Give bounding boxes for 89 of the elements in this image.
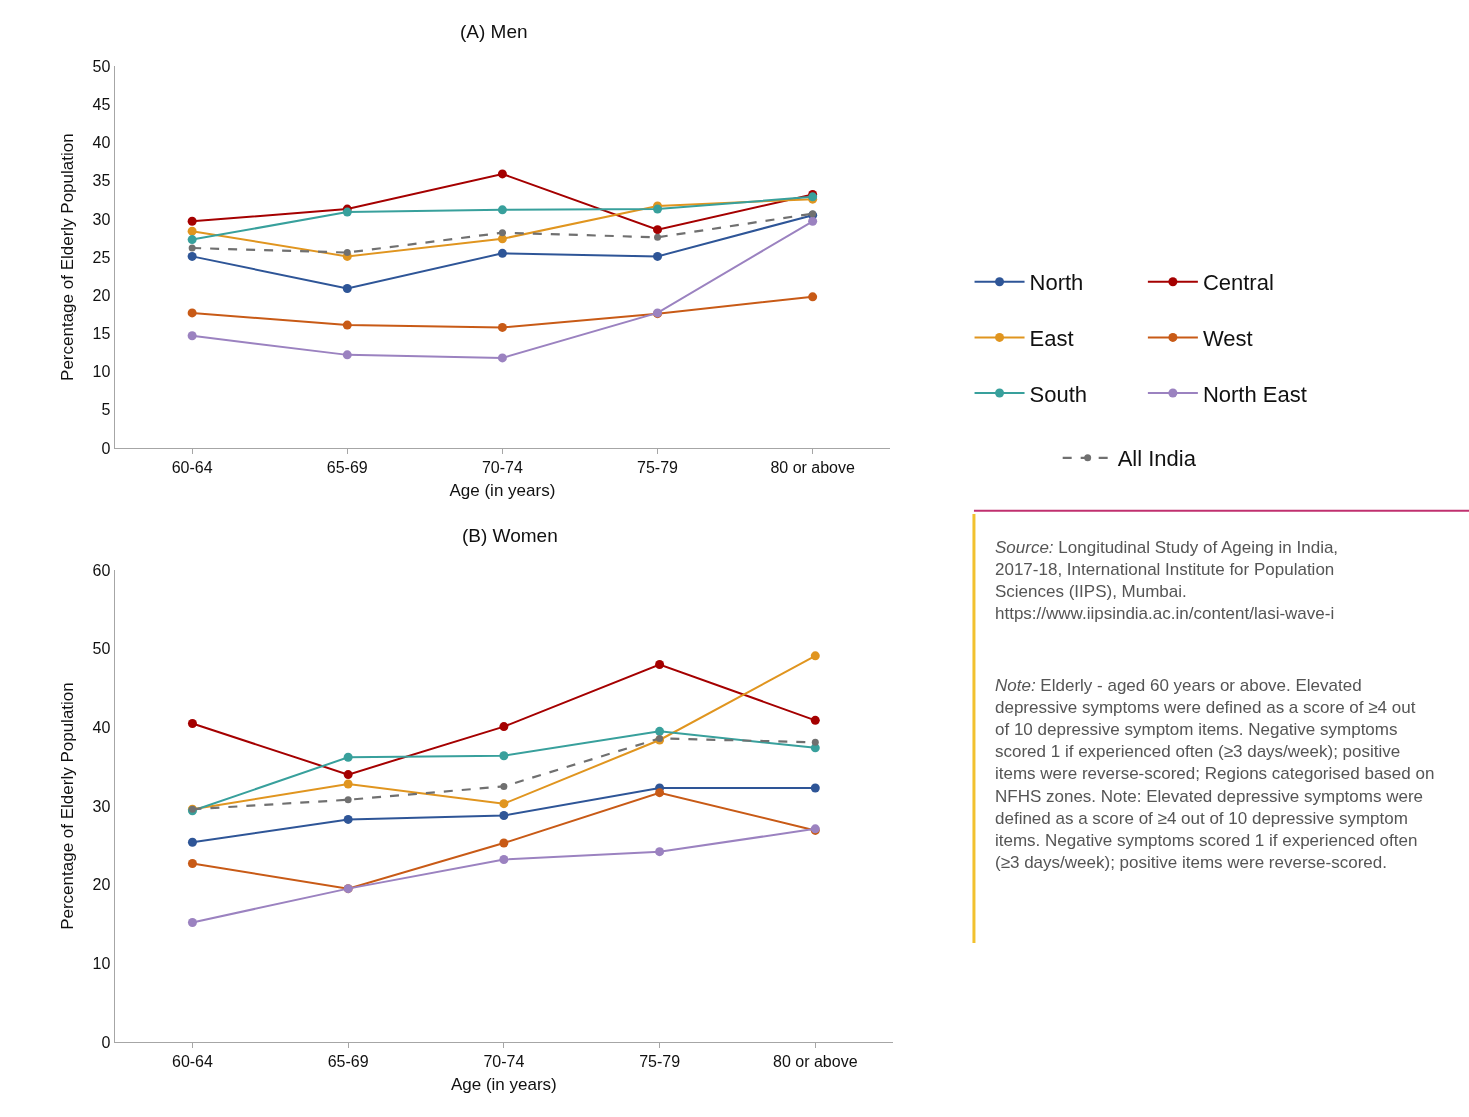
y-tick-label: 10 <box>92 954 111 972</box>
point <box>344 796 352 804</box>
legend-label: North <box>1029 270 1084 296</box>
x-tick-label: 80 or above <box>773 1053 858 1071</box>
y-tick-label: 60 <box>92 561 111 579</box>
point <box>497 353 507 363</box>
y-tick-label: 30 <box>92 797 111 815</box>
point <box>187 251 197 261</box>
x-tick-label: 60-64 <box>171 459 213 477</box>
y-tick-label: 20 <box>92 876 111 894</box>
y-tick-label: 40 <box>92 134 111 152</box>
y-tick-label: 40 <box>92 719 111 736</box>
point <box>187 837 197 847</box>
y-axis-title: Percentage of Elderly Population <box>58 682 78 930</box>
point <box>342 320 352 330</box>
point <box>808 292 818 302</box>
legend-label: West <box>1202 325 1253 351</box>
x-tick-label: 75-79 <box>639 1053 681 1071</box>
x-tick-label: 70-74 <box>483 1053 525 1071</box>
point <box>187 917 197 927</box>
x-axis-title: Age (in years) <box>450 1074 557 1094</box>
point <box>497 248 507 258</box>
y-tick-label: 25 <box>92 248 111 266</box>
point <box>343 779 353 789</box>
legend-label: North East <box>1202 381 1307 407</box>
point <box>342 350 352 360</box>
legend-label: South <box>1029 381 1088 407</box>
y-tick-label: 20 <box>92 286 111 304</box>
point <box>497 205 507 215</box>
point <box>499 838 509 848</box>
text: Note: Elderly - aged 60 years or above. Elevated depressive symptoms were defined as a score of ≥4 out of 10 depressive symptom items. Negative symptoms scored 1 if experienced often (≥3 days/week); positive items were reverse-scored; Regions categorised based on NFHS zones. Note: Elevated depressive symptoms were defined as a score of ≥4 out of 10 depressive symptom items. Negative symptoms scored 1 if experienced often (≥3 days/week); positive items were reverse-scored. <box>995 676 1435 872</box>
point <box>655 659 665 669</box>
y-tick-label: 45 <box>92 96 111 114</box>
point <box>497 169 507 179</box>
x-tick-label: 75-79 <box>637 459 679 477</box>
y-tick-label: 50 <box>92 640 111 658</box>
x-tick-label: 60-64 <box>171 1053 213 1071</box>
y-tick-label: 10 <box>92 363 111 381</box>
chart-title: (B) Women <box>462 525 558 546</box>
y-tick-label: 50 <box>92 57 111 75</box>
legend-label: East <box>1029 325 1074 351</box>
chart-title: (A) Men <box>460 21 528 42</box>
point <box>343 814 353 824</box>
x-tick-label: 80 or above <box>770 459 855 477</box>
point <box>654 233 662 241</box>
point <box>810 783 820 793</box>
point <box>187 235 197 245</box>
point <box>810 715 820 725</box>
x-axis-title: Age (in years) <box>449 480 556 500</box>
point <box>653 251 663 261</box>
point <box>187 216 197 226</box>
point <box>499 751 509 761</box>
point <box>499 722 509 732</box>
point <box>342 283 352 293</box>
point <box>187 718 197 728</box>
y-axis-title: Percentage of Elderly Population <box>58 133 78 381</box>
x-tick-label: 65-69 <box>327 1053 369 1071</box>
y-tick-label: 15 <box>92 325 111 343</box>
point <box>500 782 508 790</box>
point <box>188 244 196 252</box>
point <box>499 799 509 809</box>
point <box>655 847 665 857</box>
point <box>655 788 665 798</box>
point <box>811 738 819 746</box>
point <box>499 810 509 820</box>
point <box>497 322 507 332</box>
point <box>187 858 197 868</box>
point <box>808 216 818 226</box>
point <box>343 752 353 762</box>
point <box>498 229 506 237</box>
y-tick-label: 30 <box>92 210 111 228</box>
point <box>810 651 820 661</box>
x-tick-label: 65-69 <box>326 459 368 477</box>
point <box>655 726 665 736</box>
y-tick-label: 0 <box>101 439 111 457</box>
point <box>343 249 351 257</box>
y-tick-label: 35 <box>92 172 111 190</box>
y-tick-label: 0 <box>101 1033 111 1051</box>
legend-label: All India <box>1117 446 1197 472</box>
point <box>499 855 509 865</box>
point <box>187 226 197 236</box>
point <box>343 770 353 780</box>
y-tick-label: 5 <box>101 401 111 419</box>
x-tick-label: 70-74 <box>481 459 523 477</box>
legend-label: Central <box>1202 270 1274 296</box>
source-note: Source: Longitudinal Study of Ageing in India, 2017-18, International Institute for Population Sciences (IIPS), Mumbai. https://www.iipsindia.ac.in/content/lasi-wave-i <box>995 538 1339 624</box>
point <box>653 225 663 235</box>
point <box>187 308 197 318</box>
point <box>187 331 197 341</box>
